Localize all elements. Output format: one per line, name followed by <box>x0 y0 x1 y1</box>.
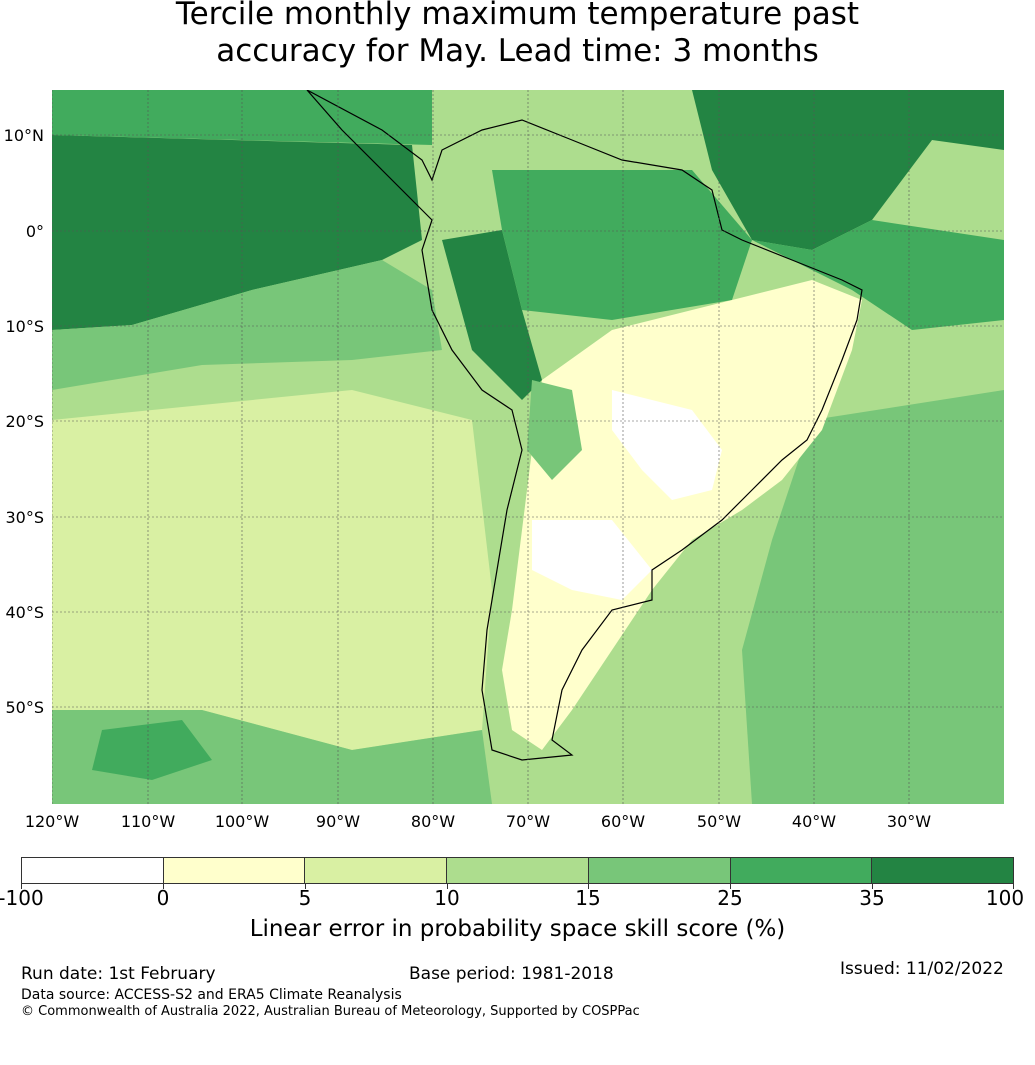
colorbar-tickmark <box>588 883 589 889</box>
graticule <box>52 90 1004 804</box>
lat-label-30s: 30°S <box>5 508 44 527</box>
lon-label-40w: 40°W <box>791 812 837 831</box>
colorbar-segment <box>447 858 589 883</box>
colorbar-tick-label: -100 <box>0 886 44 910</box>
colorbar-label: Linear error in probability space skill … <box>249 916 786 942</box>
colorbar-segment <box>588 858 731 883</box>
colorbar-segment <box>22 858 164 883</box>
run-date: Run date: 1st February <box>21 964 216 984</box>
lon-label-90w: 90°W <box>315 812 361 831</box>
colorbar-tick-label: 10 <box>434 886 460 910</box>
colorbar-segment <box>730 858 873 883</box>
lon-label-120w: 120°W <box>24 812 80 831</box>
data-source: Data source: ACCESS-S2 and ERA5 Climate … <box>21 987 402 1003</box>
colorbar-segment <box>305 858 448 883</box>
region-bolivia-green <box>527 380 582 480</box>
copyright: © Commonwealth of Australia 2022, Austra… <box>21 1004 640 1019</box>
colorbar-tickmark <box>872 883 873 889</box>
base-period: Base period: 1981-2018 <box>409 964 614 984</box>
skill-score-map <box>52 90 1004 804</box>
colorbar-tick-label: 5 <box>298 886 312 910</box>
region-atlantic-south <box>742 390 1004 804</box>
colorbar-tickmark <box>21 883 22 889</box>
region-atlantic-north-dark <box>692 90 1004 250</box>
lat-label-10n: 10°N <box>3 126 44 145</box>
lon-label-110w: 110°W <box>120 812 176 831</box>
colorbar-tick-label: 100 <box>985 886 1025 910</box>
region-north-pacific-dark <box>52 135 422 330</box>
region-amazon-mid <box>492 170 752 320</box>
colorbar-segment <box>163 858 306 883</box>
colorbar <box>21 857 1014 884</box>
lon-label-100w: 100°W <box>214 812 270 831</box>
colorbar-tick-label: 0 <box>156 886 170 910</box>
region-argentina-white <box>532 520 652 600</box>
colorbar-tickmark <box>730 883 731 889</box>
colorbar-tickmark <box>447 883 448 889</box>
colorbar-tickmark <box>1013 883 1014 889</box>
lon-label-80w: 80°W <box>410 812 456 831</box>
title-line-1: Tercile monthly maximum temperature past <box>175 0 860 32</box>
region-south-america-land <box>502 280 862 750</box>
region-south-pacific-light <box>52 390 492 750</box>
lat-label-50s: 50°S <box>5 698 44 717</box>
south-america-coastline <box>306 90 863 761</box>
lat-label-10s: 10°S <box>5 317 44 336</box>
region-south-pacific-patch <box>92 720 212 780</box>
issued-date: Issued: 11/02/2022 <box>840 959 1004 979</box>
region-brazil-interior-white <box>612 390 722 500</box>
map-title: Tercile monthly maximum temperature past… <box>0 0 1035 70</box>
colorbar-segment <box>872 858 1014 883</box>
lon-label-30w: 30°W <box>886 812 932 831</box>
title-line-2: accuracy for May. Lead time: 3 months <box>216 33 819 69</box>
lon-label-70w: 70°W <box>505 812 551 831</box>
lat-label-20s: 20°S <box>5 412 44 431</box>
lat-label-0: 0° <box>25 222 44 241</box>
lon-label-60w: 60°W <box>600 812 646 831</box>
region-north-pacific-mid <box>52 90 432 145</box>
region-equatorial-band <box>52 260 442 390</box>
region-atlantic-mid <box>752 220 1004 330</box>
colorbar-tick-label: 25 <box>717 886 743 910</box>
colorbar-tickmark <box>305 883 306 889</box>
region-andes-dark <box>442 230 542 400</box>
colorbar-tick-label: 35 <box>859 886 885 910</box>
lat-label-40s: 40°S <box>5 603 44 622</box>
lon-label-50w: 50°W <box>696 812 742 831</box>
colorbar-tick-label: 15 <box>575 886 601 910</box>
colorbar-tickmark <box>163 883 164 889</box>
